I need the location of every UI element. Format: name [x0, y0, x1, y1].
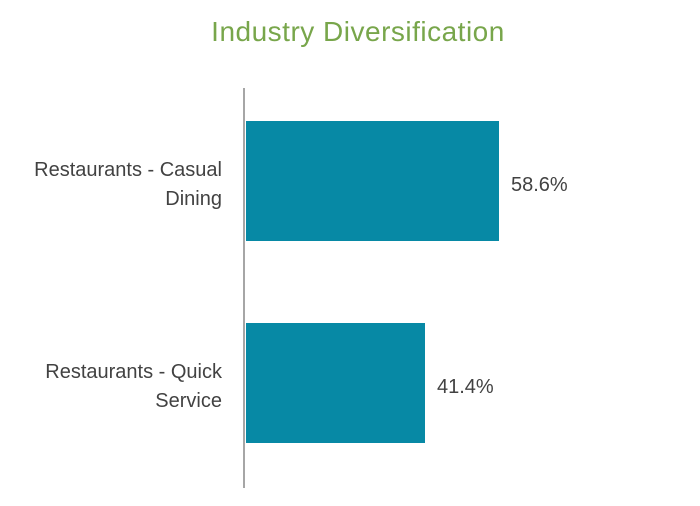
- value-label-quick-service: 41.4%: [437, 375, 494, 398]
- bar-casual-dining: [246, 121, 499, 241]
- category-label-line-2: Dining: [165, 188, 222, 210]
- bar-quick-service: [246, 323, 425, 443]
- category-label-line-1: Restaurants - Quick: [45, 361, 222, 383]
- category-label-line-2: Service: [155, 390, 222, 412]
- y-axis-line: [243, 88, 245, 488]
- category-label-line-1: Restaurants - Casual: [34, 159, 222, 181]
- category-label-casual-dining: Restaurants - Casual Dining: [22, 125, 222, 245]
- bar-row-quick-service: Restaurants - Quick Service 41.4%: [0, 323, 700, 443]
- bar-row-casual-dining: Restaurants - Casual Dining 58.6%: [0, 121, 700, 241]
- chart-title: Industry Diversification: [211, 16, 505, 47]
- category-label-quick-service: Restaurants - Quick Service: [22, 327, 222, 447]
- value-label-casual-dining: 58.6%: [511, 173, 568, 196]
